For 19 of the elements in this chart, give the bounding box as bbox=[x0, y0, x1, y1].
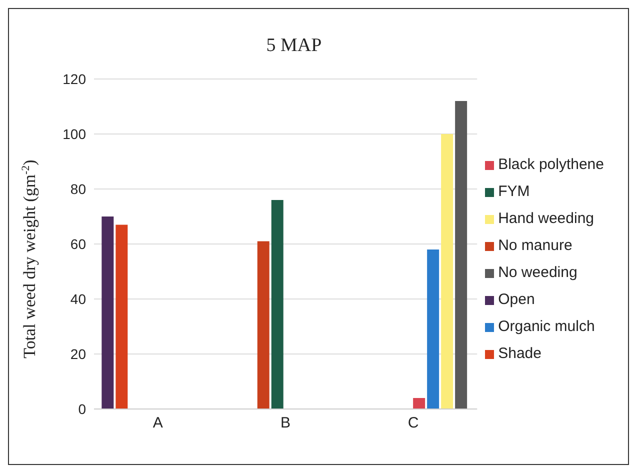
y-tick-label: 80 bbox=[70, 180, 86, 197]
y-tick-label: 60 bbox=[70, 236, 86, 252]
legend-label: No weeding bbox=[498, 264, 578, 281]
y-tick-label: 40 bbox=[70, 290, 86, 307]
y-tick-label: 120 bbox=[62, 70, 86, 87]
x-tick-label: C bbox=[408, 414, 419, 432]
y-tick-label: 100 bbox=[62, 126, 86, 142]
legend-label: FYM bbox=[498, 183, 530, 200]
y-tick-label: 0 bbox=[78, 400, 86, 417]
legend-label: Black polythene bbox=[498, 156, 604, 173]
legend-label: No manure bbox=[498, 237, 572, 254]
y-tick-label: 20 bbox=[70, 346, 86, 362]
legend-label: Organic mulch bbox=[498, 318, 595, 335]
legend-label: Shade bbox=[498, 345, 542, 362]
legend-label: Hand weeding bbox=[498, 210, 594, 227]
legend-label: Open bbox=[498, 291, 535, 308]
x-tick-label: B bbox=[280, 414, 291, 432]
chart-title: 5 MAP bbox=[266, 35, 322, 56]
x-tick-label: A bbox=[152, 414, 163, 432]
